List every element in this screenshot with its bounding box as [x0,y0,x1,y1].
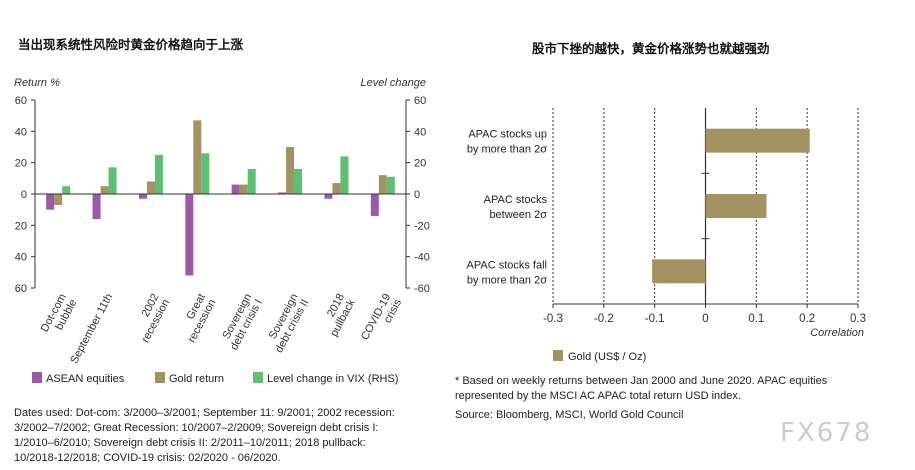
y-axis-label-right: Level change [361,77,426,89]
dates-footnote: Dates used: Dot-com: 3/2000–3/2001; Sept… [14,407,395,464]
bar-level-change-in-vix-rhs- [247,168,256,194]
bar-gold-return [54,194,63,205]
bar-gold [652,259,706,284]
x-tick-label: 0 [702,313,708,325]
watermark-logo: FX678 [780,418,873,448]
legend-swatch [155,372,165,383]
x-tick-label: -0.1 [645,313,665,325]
y-tick-label-right: -40 [414,252,430,264]
bar-level-change-in-vix-rhs- [294,168,303,194]
bar-gold-return [239,184,248,194]
bar-level-change-in-vix-rhs- [62,186,71,194]
y-tick-label-right: -20 [414,220,430,232]
legend-swatch [553,350,563,361]
y-tick-label-right: 40 [414,126,426,138]
bar-gold-return [100,186,109,194]
bar-level-change-in-vix-rhs- [386,176,395,194]
right-chart-title: 股市下挫的越快，黄金价格涨势也就越强劲 [532,41,770,56]
y-tick-label-right: 20 [414,158,426,170]
bar-gold-return [378,175,387,194]
bar-gold-return [332,183,341,194]
bar-gold-return [286,147,295,194]
bar-asean-equities [138,194,147,199]
bar-level-change-in-vix-rhs- [201,153,210,194]
y-category-label: by more than 2σ [467,274,547,286]
y-tick-label-left: 40 [15,126,27,138]
bar-asean-equities [46,194,55,210]
bar-asean-equities [185,194,194,276]
bar-gold [705,194,767,218]
legend-label: Level change in VIX (RHS) [267,373,398,385]
y-tick-label-left: 0 [21,189,27,201]
y-tick-label-left: 60 [15,283,27,295]
y-category-label: by more than 2σ [467,144,547,156]
bar-asean-equities [324,194,333,199]
y-axis-label-left: Return % [14,77,60,89]
bar-gold [705,128,810,153]
y-category-label: APAC stocks up [468,129,547,141]
x-tick-label: 0.1 [748,313,764,325]
bar-asean-equities [92,194,101,220]
x-axis-label: Correlation [810,327,864,339]
left-chart-title: 当出现系统性风险时黄金价格趋向于上涨 [18,37,244,52]
methodology-footnote: * Based on weekly returns between Jan 20… [455,375,828,402]
bar-level-change-in-vix-rhs- [154,154,163,194]
returns-bar-chart: Return % Level change60402002040606040200… [14,77,430,385]
bar-gold-return [193,120,202,194]
legend-label: ASEAN equities [46,373,125,385]
bar-asean-equities [231,184,240,194]
y-category-label: APAC stocks [484,194,548,206]
legend-label: Gold return [169,373,224,385]
y-tick-label-right: -60 [414,283,430,295]
y-category-label: APAC stocks fall [467,259,548,271]
legend-label: Gold (US$ / Oz) [568,351,646,363]
y-tick-label-left: 20 [15,158,27,170]
x-tick-label: -0.2 [594,313,614,325]
bar-level-change-in-vix-rhs- [108,167,117,194]
bar-asean-equities [278,192,287,194]
y-tick-label-right: 60 [414,95,426,107]
x-tick-label: 0.2 [799,313,815,325]
correlation-bar-chart: -0.3 -0.2 -0.1 0 0.1 0.2 0.3 Correlation APAC st… [467,108,866,363]
bar-gold-return [146,181,155,194]
y-tick-label-left: 60 [15,95,27,107]
y-tick-label-right: 0 [414,189,420,201]
legend-swatch [32,372,42,383]
source-note: Source: Bloomberg, MSCI, World Gold Coun… [455,409,684,421]
bar-level-change-in-vix-rhs- [340,156,349,194]
bar-asean-equities [370,194,379,216]
y-tick-label-left: 20 [15,220,27,232]
y-tick-label-left: 40 [15,252,27,264]
x-tick-label: 0.3 [850,313,866,325]
x-tick-label: -0.3 [543,313,563,325]
legend-swatch [253,372,263,383]
y-category-label: between 2σ [489,209,547,221]
